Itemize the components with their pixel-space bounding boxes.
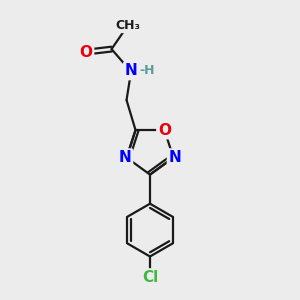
Text: Cl: Cl (142, 270, 158, 285)
Text: O: O (158, 123, 171, 138)
Text: N: N (119, 150, 131, 165)
Text: N: N (125, 64, 137, 79)
Text: -H: -H (139, 64, 154, 77)
Text: CH₃: CH₃ (116, 19, 140, 32)
Text: N: N (169, 150, 181, 165)
Text: O: O (80, 45, 92, 60)
